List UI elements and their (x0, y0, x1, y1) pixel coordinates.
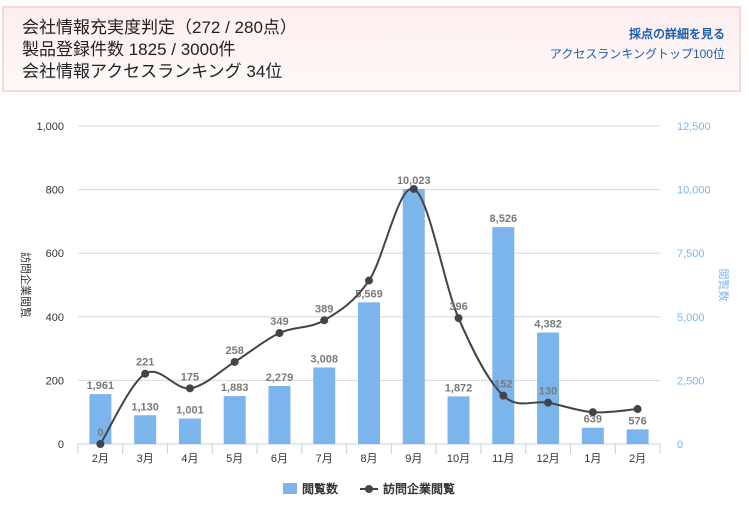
company-info-panel: 会社情報充実度判定（272 / 280点） 製品登録件数 1825 / 3000… (2, 6, 741, 92)
line-data-label: 130 (539, 386, 557, 398)
line-point (454, 314, 463, 323)
x-tick-label: 8月 (360, 453, 377, 465)
x-tick-label: 9月 (405, 453, 422, 465)
bar (581, 427, 604, 444)
ranking-top100-link[interactable]: アクセスランキングトップ100位 (549, 47, 725, 61)
line-point (275, 329, 284, 338)
line-point (499, 391, 508, 400)
bar (447, 396, 470, 444)
line-data-label: 175 (181, 371, 199, 383)
line-point (230, 357, 239, 366)
line-point (96, 440, 105, 448)
line-point (588, 408, 597, 417)
bar-data-label: 1,130 (131, 401, 159, 413)
line-point (365, 276, 373, 285)
bar-data-label: 639 (584, 414, 602, 426)
x-tick-label: 5月 (226, 453, 243, 465)
right-tick-label: 2,500 (677, 375, 705, 387)
product-count: 製品登録件数 1825 / 3000件 (22, 40, 236, 59)
bar-data-label: 1,001 (176, 405, 204, 417)
bar (134, 415, 157, 444)
bar (626, 429, 649, 444)
bar (358, 302, 380, 444)
x-tick-label: 6月 (271, 453, 288, 465)
right-tick-label: 7,500 (677, 248, 705, 260)
bar-data-label: 4,382 (534, 319, 562, 331)
line-point (141, 369, 150, 378)
x-tick-label: 2月 (92, 453, 109, 465)
line-point (544, 398, 553, 407)
left-axis-title: 訪問企業閲覧 (19, 252, 33, 318)
legend-bar-swatch (283, 483, 297, 494)
bar-data-label: 576 (628, 415, 646, 427)
right-tick-label: 10,000 (677, 185, 711, 197)
bar (223, 396, 246, 444)
left-tick-label: 600 (46, 248, 64, 260)
left-tick-label: 800 (46, 185, 64, 197)
bar-data-label: 1,961 (87, 380, 115, 392)
score-detail-link[interactable]: 採点の詳細を見る (628, 27, 725, 41)
bar-data-label: 1,872 (445, 382, 473, 394)
bar-data-label: 8,526 (490, 213, 518, 225)
bar (492, 227, 515, 444)
line-data-label: 396 (449, 301, 467, 313)
bar-data-label: 10,023 (397, 175, 431, 187)
legend-line-marker (365, 485, 373, 493)
line-data-label: 0 (97, 427, 103, 439)
line-point (185, 384, 194, 393)
bar (313, 367, 336, 444)
line-data-label: 258 (226, 345, 244, 357)
x-tick-label: 1月 (584, 453, 601, 465)
x-tick-label: 12月 (536, 453, 559, 465)
right-tick-label: 0 (677, 439, 683, 451)
legend-bar-label: 閲覧数 (302, 481, 339, 496)
access-ranking: 会社情報アクセスランキング 34位 (22, 62, 283, 81)
line-point (320, 316, 329, 325)
right-axis-title: 閲覧数 (717, 269, 731, 302)
left-tick-label: 1,000 (36, 121, 64, 133)
bar (178, 418, 201, 444)
bar-data-label: 2,279 (266, 372, 294, 384)
x-tick-label: 2月 (629, 453, 646, 465)
x-tick-label: 7月 (316, 453, 333, 465)
left-tick-label: 0 (58, 439, 64, 451)
bar-data-label: 1,883 (221, 382, 249, 394)
profile-score: 会社情報充実度判定（272 / 280点） (22, 18, 297, 37)
x-tick-label: 11月 (492, 453, 514, 465)
line-point (409, 184, 418, 193)
legend-line-label: 訪問企業閲覧 (383, 481, 455, 496)
x-tick-label: 4月 (181, 453, 198, 465)
line-data-label: 152 (494, 379, 512, 391)
bar (89, 394, 112, 444)
bar (537, 332, 560, 444)
line-data-label: 221 (136, 357, 154, 369)
line-data-label: 349 (270, 316, 288, 328)
left-tick-label: 400 (46, 312, 64, 324)
x-tick-label: 3月 (137, 453, 154, 465)
right-tick-label: 12,500 (677, 121, 711, 133)
left-tick-label: 200 (46, 375, 64, 387)
x-tick-label: 10月 (447, 453, 470, 465)
bar-data-label: 3,008 (310, 353, 338, 365)
bar (268, 386, 291, 444)
line-data-label: 389 (315, 303, 333, 315)
right-tick-label: 5,000 (677, 312, 705, 324)
bar (402, 189, 425, 444)
line-point (633, 405, 642, 414)
